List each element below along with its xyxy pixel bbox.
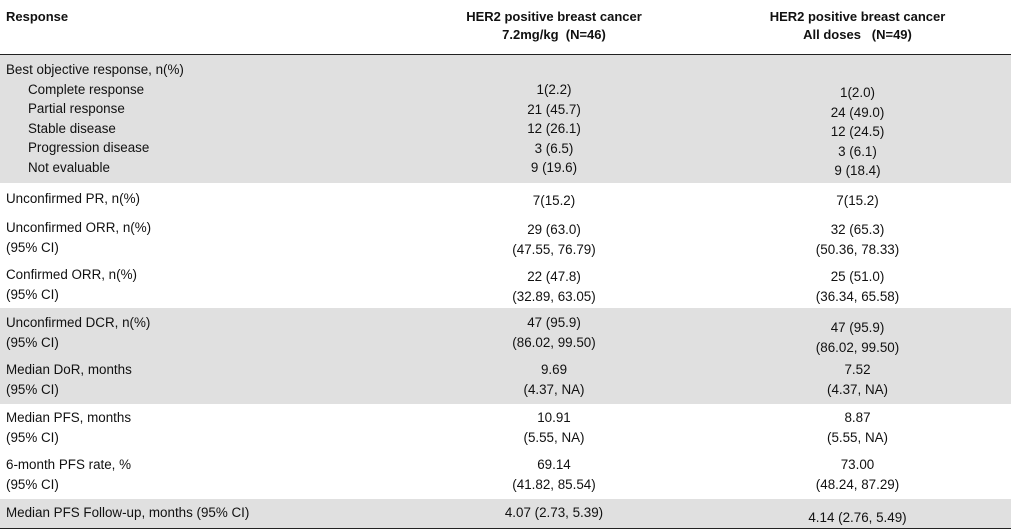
table-row: 6-month PFS rate, % (95% CI) 69.14 (41.8… xyxy=(0,451,1011,499)
cell-value: 69.14 (41.82, 85.54) xyxy=(512,457,596,492)
row-label: Median PFS Follow-up, months (95% CI) xyxy=(0,499,404,529)
cell-value: 7(15.2) xyxy=(836,192,879,208)
row-label: Median PFS, months (95% CI) xyxy=(6,410,132,445)
cell-value: 73.00 (48.24, 87.29) xyxy=(815,457,900,492)
row-label: Unconfirmed DCR, n(%) (95% CI) xyxy=(0,308,404,357)
row-label: Best objective response, n(%) Complete r… xyxy=(0,54,404,183)
cell-value: 10.91 (5.55, NA) xyxy=(523,410,585,445)
cell-value: 29 (63.0) (47.55, 76.79) xyxy=(512,222,596,257)
table-row: Median PFS Follow-up, months (95% CI) 4.… xyxy=(0,499,1011,529)
cell-value: 7(15.2) xyxy=(532,192,576,208)
cell-value: 7.52 (4.37, NA) xyxy=(704,357,1011,404)
cell-value: 1(2.2) 21 (45.7) 12 (26.1) 3 (6.5) 9 (19… xyxy=(404,54,704,183)
header-all-doses: HER2 positive breast cancer All doses (N… xyxy=(704,0,1011,55)
table-row: Best objective response, n(%) Complete r… xyxy=(0,54,1011,183)
cell-value: 22 (47.8) (32.89, 63.05) xyxy=(512,269,596,304)
cell-value: 9.69 (4.37, NA) xyxy=(404,357,704,404)
table-row: Median DoR, months (95% CI) 9.69 (4.37, … xyxy=(0,357,1011,404)
cell-value: 1(2.0) 24 (49.0) 12 (24.5) 3 (6.1) 9 (18… xyxy=(704,54,1011,183)
cell-value: 25 (51.0) (36.34, 65.58) xyxy=(815,269,900,304)
row-label: Unconfirmed ORR, n(%) (95% CI) xyxy=(6,220,152,255)
row-label: Median DoR, months (95% CI) xyxy=(0,357,404,404)
table-row: Unconfirmed PR, n(%) 7(15.2) 7(15.2) xyxy=(0,183,1011,218)
table-row: Unconfirmed ORR, n(%) (95% CI) 29 (63.0)… xyxy=(0,217,1011,260)
cell-value: 32 (65.3) (50.36, 78.33) xyxy=(815,222,900,257)
header-response: Response xyxy=(0,0,404,55)
row-label: 6-month PFS rate, % (95% CI) xyxy=(6,457,132,492)
row-label: Unconfirmed PR, n(%) xyxy=(6,190,140,206)
cell-value: 47 (95.9) (86.02, 99.50) xyxy=(404,308,704,357)
table-row: Median PFS, months (95% CI) 10.91 (5.55,… xyxy=(0,404,1011,451)
table-header-row: Response HER2 positive breast cancer 7.2… xyxy=(0,0,1011,55)
table-row: Unconfirmed DCR, n(%) (95% CI) 47 (95.9)… xyxy=(0,308,1011,357)
cell-value: 4.07 (2.73, 5.39) xyxy=(404,499,704,529)
cell-value: 4.14 (2.76, 5.49) xyxy=(704,499,1011,529)
cell-value: 47 (95.9) (86.02, 99.50) xyxy=(704,308,1011,357)
header-7-2mg: HER2 positive breast cancer 7.2mg/kg (N=… xyxy=(404,0,704,55)
cell-value: 8.87 (5.55, NA) xyxy=(826,410,889,445)
row-label: Confirmed ORR, n(%) (95% CI) xyxy=(6,267,137,302)
table-row: Confirmed ORR, n(%) (95% CI) 22 (47.8) (… xyxy=(0,260,1011,308)
